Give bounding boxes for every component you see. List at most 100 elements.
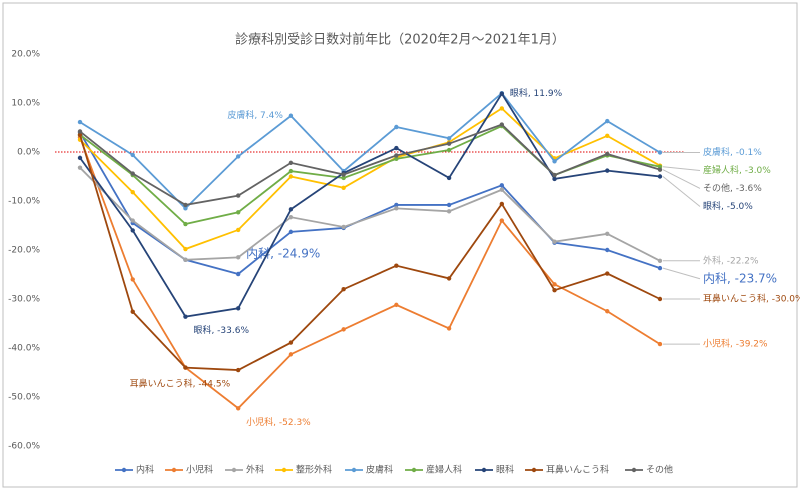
point	[130, 152, 135, 158]
data-label: 眼科, 11.9%	[510, 87, 563, 99]
y-tick-label: -60.0%	[8, 442, 40, 452]
point	[288, 214, 294, 220]
y-tick-label: -10.0%	[8, 197, 40, 207]
point	[183, 246, 188, 252]
legend-label: 小児科	[186, 464, 213, 476]
point	[183, 221, 188, 227]
point	[235, 210, 241, 215]
legend-label: 産婦人科	[426, 464, 462, 476]
point	[77, 129, 83, 134]
y-tick-label: -20.0%	[8, 246, 40, 256]
legend-label: 皮膚科	[366, 464, 393, 476]
series-line	[79, 136, 661, 410]
point	[288, 340, 294, 345]
point	[657, 341, 663, 347]
point	[657, 150, 663, 155]
point	[446, 175, 452, 181]
point	[183, 365, 188, 370]
point	[394, 124, 399, 130]
point	[341, 224, 346, 230]
point	[235, 193, 241, 198]
legend-label: その他	[646, 464, 673, 476]
legend-marker	[231, 467, 237, 473]
point	[341, 327, 346, 332]
data-label: その他, -3.6%	[703, 182, 762, 194]
point	[657, 296, 663, 302]
point	[499, 201, 505, 207]
y-tick-label: 20.0%	[11, 50, 40, 60]
legend-marker	[281, 467, 287, 473]
data-label: 眼科, -5.0%	[703, 200, 753, 212]
point	[288, 207, 294, 212]
point	[183, 314, 188, 319]
point	[130, 218, 135, 223]
point	[499, 122, 505, 127]
leader-line	[662, 169, 701, 189]
legend-label: 外科	[246, 464, 264, 476]
point	[130, 228, 135, 233]
legend-label: 整形外科	[296, 464, 332, 476]
point	[341, 185, 346, 190]
point	[605, 271, 610, 276]
point	[446, 141, 452, 146]
point	[288, 113, 294, 118]
point	[394, 302, 399, 308]
legend-marker	[351, 467, 357, 473]
point	[552, 287, 557, 293]
data-label: 内科, -23.7%	[703, 271, 777, 285]
point	[446, 202, 452, 208]
chart-title: 診療科別受診日数対前年比（2020年2月～2021年1月）	[235, 32, 565, 48]
point	[235, 406, 241, 411]
point	[446, 209, 452, 214]
point	[77, 155, 83, 161]
point	[605, 118, 610, 124]
data-label: 皮膚科, 7.4%	[227, 109, 283, 121]
point	[446, 147, 452, 153]
point	[235, 154, 241, 159]
data-label: 小児科, -39.2%	[703, 338, 768, 350]
leader-line	[662, 166, 701, 171]
point	[288, 160, 294, 165]
point	[235, 227, 241, 233]
series-line	[79, 91, 661, 318]
point	[446, 326, 452, 331]
point	[341, 175, 346, 181]
point	[552, 159, 557, 164]
point	[657, 167, 663, 172]
point	[130, 277, 135, 282]
legend-label: 耳鼻いんこう科	[546, 464, 609, 476]
point	[657, 258, 663, 263]
point	[552, 172, 557, 178]
point	[552, 282, 557, 287]
point	[499, 187, 505, 192]
legend-marker	[481, 467, 487, 473]
point	[499, 106, 505, 111]
point	[394, 202, 399, 208]
point	[77, 119, 83, 125]
legend-marker	[531, 467, 537, 473]
point	[552, 239, 557, 244]
chart-border	[2, 2, 798, 488]
series-line	[79, 167, 661, 262]
y-tick-label: 10.0%	[11, 99, 40, 109]
point	[605, 231, 610, 237]
point	[183, 206, 188, 211]
data-label: 内科, -24.9%	[246, 247, 320, 261]
point	[77, 132, 83, 138]
point	[394, 206, 399, 211]
point	[77, 165, 83, 170]
legend-marker	[631, 467, 637, 473]
series-line	[79, 123, 661, 206]
point	[499, 218, 505, 223]
point	[288, 168, 294, 174]
point	[394, 145, 399, 151]
point	[183, 257, 188, 262]
data-label: 耳鼻いんこう科, -30.0%	[703, 293, 800, 305]
point	[130, 309, 135, 314]
y-tick-label: -30.0%	[8, 295, 40, 305]
point	[552, 176, 557, 182]
point	[235, 271, 241, 277]
data-label: 皮膚科, -0.1%	[703, 146, 762, 158]
legend-marker	[121, 467, 127, 473]
